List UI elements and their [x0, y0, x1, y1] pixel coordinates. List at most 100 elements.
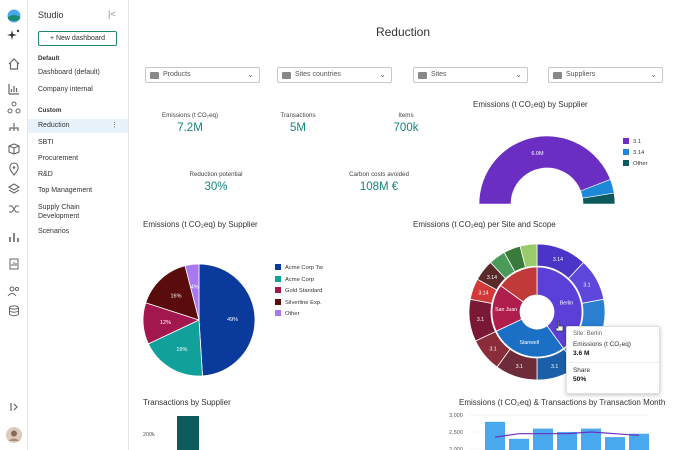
filter-sites[interactable]: Sites ⌄	[413, 67, 528, 83]
bar[interactable]	[509, 438, 529, 450]
data-label: 3.14	[553, 257, 563, 263]
legend-swatch	[623, 149, 629, 155]
data-label: 3.1	[489, 346, 496, 352]
shuffle-icon[interactable]	[7, 202, 21, 216]
data-label: 3.1	[551, 364, 558, 370]
sparkle-icon[interactable]	[7, 28, 21, 42]
data-label: 49%	[227, 317, 238, 323]
sidebar-item-reduction[interactable]: Reduction ⋮	[28, 119, 128, 133]
legend-label: 3.1	[633, 139, 642, 145]
sunburst-tooltip: Site: Berlin Emissions (t CO₂eq) 3.6 M S…	[566, 326, 660, 394]
legend-item[interactable]: 3.1	[623, 138, 641, 145]
sidebar-item-scenarios[interactable]: Scenarios	[38, 228, 70, 235]
half-donut-segment[interactable]	[478, 135, 611, 205]
legend-label: 3.14	[633, 150, 645, 156]
report-icon[interactable]	[7, 257, 21, 271]
half-donut-segment[interactable]	[582, 192, 616, 205]
legend-swatch	[275, 310, 281, 316]
sidebar-item-supply-chain-development[interactable]: Supply Chain Development	[38, 204, 80, 220]
data-label: 3.14	[478, 291, 488, 297]
data-label: 16%	[170, 294, 181, 300]
sunburst-outer-segment[interactable]	[519, 244, 538, 268]
kpi-label: Transactions	[280, 112, 316, 119]
expand-icon[interactable]	[7, 400, 21, 414]
kpi-emissions: Emissions (t CO₂eq) 7.2M	[135, 112, 245, 134]
legend-swatch	[275, 287, 281, 293]
pie-slice[interactable]	[198, 263, 256, 377]
legend-item[interactable]: 3.14	[623, 149, 644, 156]
sidebar-item-company-internal[interactable]: Company internal	[38, 86, 93, 93]
tooltip-share-label: Share	[573, 367, 591, 374]
legend-item[interactable]: Silverline Exp.	[275, 298, 322, 306]
legend-label: Acme Corp	[285, 276, 314, 283]
data-label: Stanwell	[519, 340, 539, 346]
bar[interactable]	[605, 437, 625, 450]
kpi-value: 7.2M	[177, 122, 203, 134]
section-default-label: Default	[38, 55, 60, 62]
sidebar-item-rd[interactable]: R&D	[38, 171, 53, 178]
bar[interactable]	[177, 416, 199, 450]
legend-item[interactable]: Gold Standard	[275, 287, 322, 294]
line-series[interactable]	[494, 431, 640, 438]
legend-item[interactable]: Other	[275, 310, 300, 317]
sidebar-title: Studio	[38, 10, 64, 20]
database-icon[interactable]	[7, 304, 21, 318]
legend-label: Gold Standard	[285, 288, 323, 294]
filter-icon	[150, 72, 159, 79]
legend-label: Silverline Exp.	[285, 299, 322, 306]
tooltip-share-value: 50%	[573, 376, 587, 383]
filter-sites-countries[interactable]: Sites countries ⌄	[277, 67, 392, 83]
item-menu-icon[interactable]: ⋮	[111, 122, 118, 129]
chart-title-monthly: Emissions (t CO₂eq) & Transactions by Tr…	[459, 398, 666, 407]
sunburst-inner-segment[interactable]	[500, 266, 538, 303]
chart-icon[interactable]	[7, 82, 21, 96]
sidebar-item-procurement[interactable]: Procurement	[38, 155, 79, 162]
avatar[interactable]	[6, 427, 22, 443]
layers-icon[interactable]	[7, 182, 21, 196]
sidebar: Studio |< + New dashboard Default Dashbo…	[28, 0, 129, 450]
hierarchy-icon[interactable]	[7, 121, 21, 135]
legend-swatch	[275, 275, 281, 282]
legend-item[interactable]: Acme Corp Tw	[275, 264, 323, 271]
kpi-reduction-potential: Reduction potential 30%	[161, 171, 271, 193]
kpi-label: Reduction potential	[189, 171, 243, 178]
pie-slice[interactable]	[145, 265, 200, 321]
legend-swatch	[623, 160, 629, 166]
kpi-value: 700k	[393, 122, 419, 134]
filter-label: Products	[163, 71, 191, 78]
data-label: 3.1	[477, 317, 484, 323]
monthly-combo-chart: 3,000 2,500 2,000	[449, 413, 649, 450]
bar-chart-icon[interactable]	[7, 230, 21, 244]
network-icon[interactable]	[7, 101, 21, 115]
sidebar-item-dashboard-default[interactable]: Dashboard (default)	[38, 69, 100, 76]
new-dashboard-button[interactable]: + New dashboard	[38, 31, 117, 46]
kpi-value: 30%	[204, 181, 228, 193]
kpi-label: Items	[398, 112, 414, 119]
sunburst-center	[521, 296, 553, 328]
sidebar-item-top-management[interactable]: Top Management	[38, 187, 93, 194]
bar[interactable]	[485, 421, 505, 450]
kpi-label: Carbon costs avoided	[349, 171, 409, 178]
data-label: 12%	[160, 320, 171, 326]
logo-icon[interactable]	[7, 9, 21, 23]
users-icon[interactable]	[7, 284, 21, 298]
collapse-sidebar-icon[interactable]: |<	[108, 9, 116, 19]
filter-products[interactable]: Products ⌄	[145, 67, 260, 83]
location-icon[interactable]	[7, 162, 21, 176]
sidebar-item-sbti[interactable]: SBTI	[38, 139, 54, 146]
sunburst-inner-segment[interactable]	[495, 318, 565, 358]
bar[interactable]	[557, 432, 577, 450]
pie-slice[interactable]	[147, 319, 203, 377]
legend-item[interactable]: Other	[623, 160, 648, 167]
chart-title-transactions-supplier: Transactions by Supplier	[143, 398, 231, 407]
home-icon[interactable]	[7, 57, 21, 71]
legend-item[interactable]: Acme Corp	[275, 275, 314, 283]
bar[interactable]	[581, 428, 601, 450]
kpi-carbon-costs-avoided: Carbon costs avoided 108M €	[324, 171, 434, 193]
pie-slice[interactable]	[184, 263, 200, 321]
icon-rail	[0, 0, 28, 450]
box-icon[interactable]	[7, 142, 21, 156]
filter-suppliers[interactable]: Suppliers ⌄	[548, 67, 663, 83]
bar[interactable]	[533, 428, 553, 450]
bar[interactable]	[629, 433, 649, 450]
